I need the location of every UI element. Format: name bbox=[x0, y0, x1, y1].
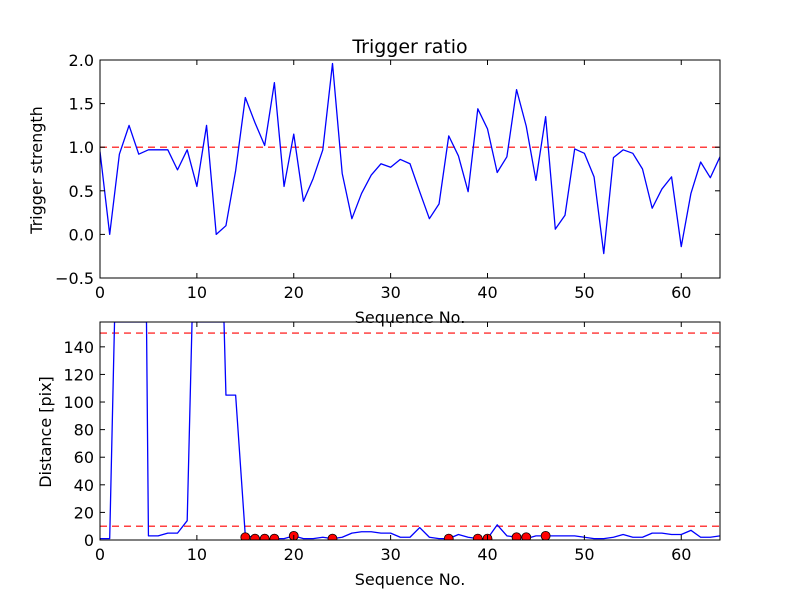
x-tick-label: 0 bbox=[95, 545, 105, 564]
y-tick-label: 0 bbox=[84, 531, 94, 550]
y-tick-label: 1.5 bbox=[69, 95, 94, 114]
x-tick-label: 60 bbox=[671, 545, 691, 564]
x-tick-label: 20 bbox=[284, 545, 304, 564]
y-tick-label: 2.0 bbox=[69, 51, 94, 70]
series-layer bbox=[100, 62, 720, 255]
data-point-marker bbox=[269, 533, 280, 540]
series-line bbox=[100, 62, 720, 255]
x-tick-label: 30 bbox=[380, 283, 400, 302]
chart-title: Trigger ratio bbox=[351, 36, 467, 58]
x-tick-label: 30 bbox=[380, 545, 400, 564]
y-tick-label: 120 bbox=[63, 365, 94, 384]
data-point-marker bbox=[250, 533, 260, 540]
y-tick-label: 0.0 bbox=[69, 225, 94, 244]
data-point-marker bbox=[259, 533, 270, 540]
y-tick-label: −0.5 bbox=[55, 269, 94, 288]
x-tick-label: 40 bbox=[477, 545, 497, 564]
x-tick-label: 40 bbox=[477, 283, 497, 302]
y-tick-label: 80 bbox=[74, 421, 94, 440]
trigger-ratio-chart: Trigger ratio Sequence No. Trigger stren… bbox=[27, 36, 721, 327]
y-tick-label: 1.0 bbox=[69, 138, 94, 157]
series-line bbox=[100, 322, 720, 540]
plot-area: 0 10 20 30 40 50 60 −0.5 0.0 0.5 1.0 1.5 2.0 bbox=[55, 51, 721, 302]
plot-frame bbox=[99, 321, 721, 541]
data-point-marker bbox=[240, 532, 251, 540]
x-tick-label: 10 bbox=[187, 283, 207, 302]
y-axis-label: Distance [pix] bbox=[36, 376, 55, 488]
y-tick-label: 40 bbox=[74, 476, 94, 495]
plot-frame bbox=[99, 59, 721, 279]
distance-chart: Sequence No. Distance [pix] 0 10 20 30 40 50 6… bbox=[36, 321, 721, 589]
x-tick-label: 50 bbox=[574, 545, 594, 564]
data-point-marker bbox=[540, 530, 551, 540]
data-point-marker bbox=[511, 532, 522, 540]
y-tick-label: 0.5 bbox=[69, 182, 94, 201]
y-tick-label: 100 bbox=[63, 393, 94, 412]
y-axis-label: Trigger strength bbox=[27, 106, 46, 235]
y-tick-label: 140 bbox=[63, 338, 94, 357]
data-point-marker bbox=[472, 533, 483, 540]
x-axis-label: Sequence No. bbox=[355, 570, 466, 589]
x-axis-label: Sequence No. bbox=[355, 308, 466, 327]
data-point-marker bbox=[443, 533, 454, 540]
x-tick-label: 10 bbox=[187, 545, 207, 564]
x-tick-label: 0 bbox=[95, 283, 105, 302]
x-tick-label: 20 bbox=[284, 283, 304, 302]
x-tick-label: 50 bbox=[574, 283, 594, 302]
y-tick-label: 60 bbox=[74, 448, 94, 467]
data-point-marker bbox=[521, 532, 532, 540]
data-point-marker bbox=[327, 533, 338, 540]
x-tick-label: 60 bbox=[671, 283, 691, 302]
plot-area: 0 10 20 30 40 50 60 0 20 40 60 80 100 120 140 bbox=[63, 321, 721, 564]
y-tick-label: 20 bbox=[74, 503, 94, 522]
